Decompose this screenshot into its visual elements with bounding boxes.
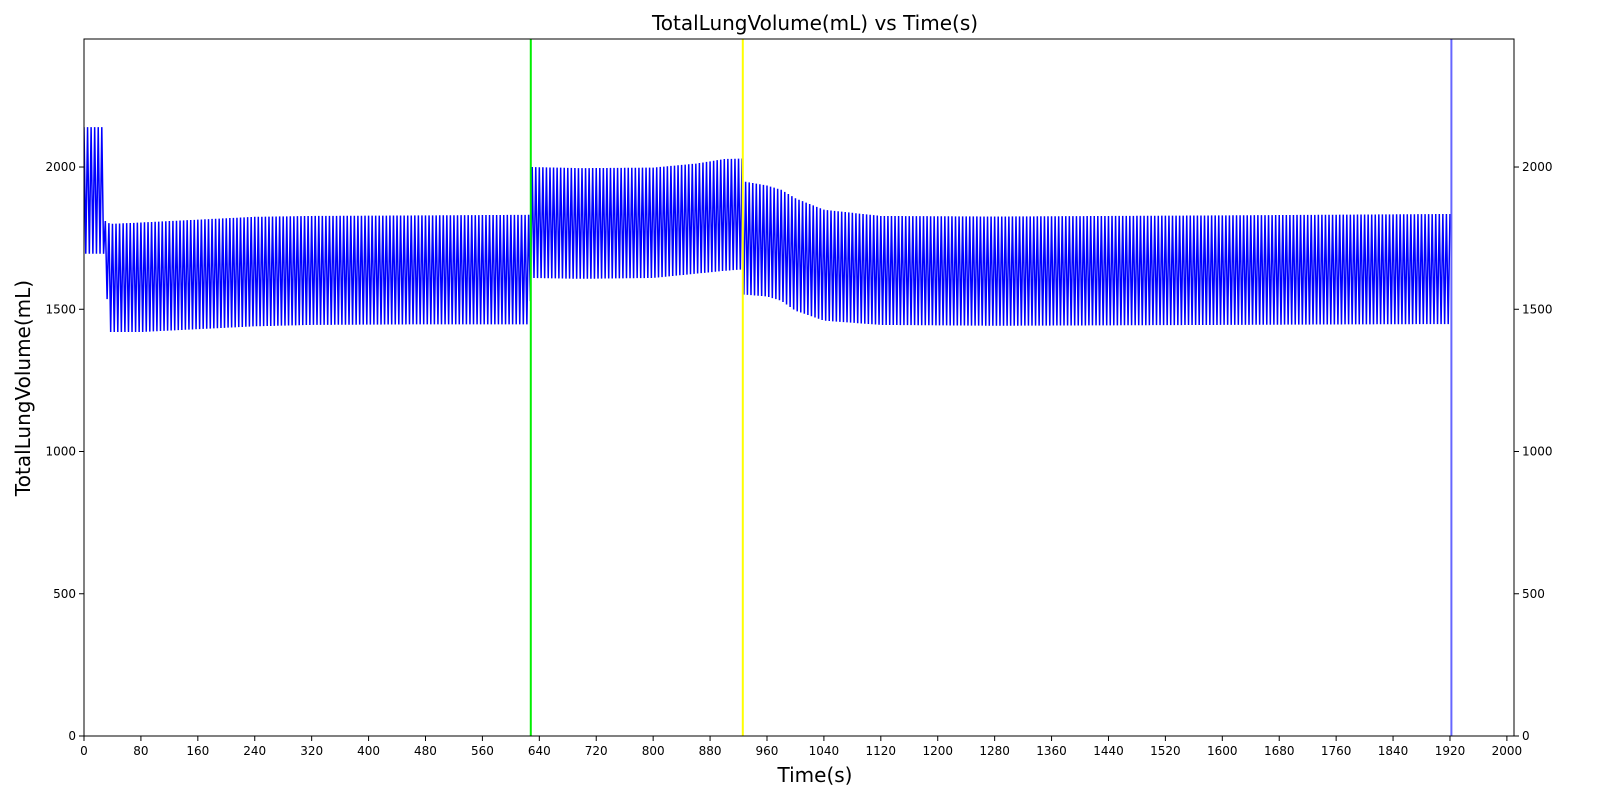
x-tick-label: 1920 bbox=[1435, 744, 1466, 758]
y-axis-right: 0 500 1000 1500 2000 bbox=[1514, 160, 1553, 743]
plot-frame bbox=[83, 38, 1515, 737]
y-tick-label-left: 2000 bbox=[45, 160, 76, 174]
x-axis-label: Time(s) bbox=[777, 763, 853, 787]
y-axis-label: TotalLungVolume(mL) bbox=[11, 280, 35, 497]
y-tick-label-left: 500 bbox=[53, 587, 76, 601]
y-tick-label-left: 1500 bbox=[45, 302, 76, 316]
x-tick-label: 880 bbox=[699, 744, 722, 758]
x-tick-label: 2000 bbox=[1492, 744, 1523, 758]
y-tick-label-right: 1000 bbox=[1522, 445, 1553, 459]
x-tick-label: 720 bbox=[585, 744, 608, 758]
x-tick-label: 640 bbox=[528, 744, 551, 758]
y-tick-label-left: 1000 bbox=[45, 445, 76, 459]
x-tick-label: 1120 bbox=[866, 744, 897, 758]
x-tick-label: 960 bbox=[756, 744, 779, 758]
x-tick-label: 1440 bbox=[1093, 744, 1124, 758]
x-tick-label: 240 bbox=[243, 744, 266, 758]
x-axis: 0 80 160 240 320 400 480 560 640 720 800 880 960 1040… bbox=[80, 736, 1522, 758]
x-tick-label: 160 bbox=[186, 744, 209, 758]
chart-title: TotalLungVolume(mL) vs Time(s) bbox=[651, 11, 978, 35]
y-tick-label-right: 0 bbox=[1522, 729, 1530, 743]
x-tick-label: 0 bbox=[80, 744, 88, 758]
y-tick-label-right: 2000 bbox=[1522, 160, 1553, 174]
x-tick-label: 1840 bbox=[1378, 744, 1409, 758]
series-line-total-lung-volume bbox=[84, 127, 1451, 333]
x-tick-label: 1680 bbox=[1264, 744, 1295, 758]
x-tick-label: 480 bbox=[414, 744, 437, 758]
x-tick-label: 80 bbox=[133, 744, 148, 758]
y-axis-left: 0 500 1000 1500 2000 bbox=[45, 160, 84, 743]
x-tick-label: 1760 bbox=[1321, 744, 1352, 758]
plot-area bbox=[83, 38, 1515, 737]
x-tick-label: 800 bbox=[642, 744, 665, 758]
x-tick-label: 1200 bbox=[922, 744, 953, 758]
x-tick-label: 320 bbox=[300, 744, 323, 758]
x-tick-label: 1040 bbox=[809, 744, 840, 758]
y-tick-label-right: 500 bbox=[1522, 587, 1545, 601]
y-tick-label-right: 1500 bbox=[1522, 302, 1553, 316]
x-tick-label: 1360 bbox=[1036, 744, 1067, 758]
x-tick-label: 400 bbox=[357, 744, 380, 758]
x-tick-label: 1520 bbox=[1150, 744, 1181, 758]
x-tick-label: 560 bbox=[471, 744, 494, 758]
x-tick-label: 1600 bbox=[1207, 744, 1238, 758]
y-tick-label-left: 0 bbox=[68, 729, 76, 743]
x-tick-label: 1280 bbox=[979, 744, 1010, 758]
